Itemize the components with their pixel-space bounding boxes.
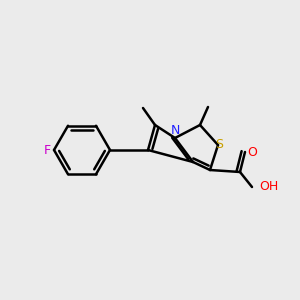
Text: F: F: [44, 143, 51, 157]
Text: O: O: [247, 146, 257, 158]
Text: S: S: [215, 139, 223, 152]
Text: N: N: [170, 124, 180, 137]
Text: OH: OH: [259, 181, 278, 194]
